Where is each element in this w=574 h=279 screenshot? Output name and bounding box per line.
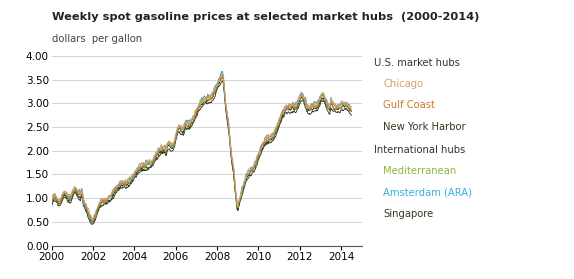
Text: Weekly spot gasoline prices at selected market hubs  (2000-2014): Weekly spot gasoline prices at selected … xyxy=(52,12,479,22)
Text: International hubs: International hubs xyxy=(374,145,466,155)
Text: Singapore: Singapore xyxy=(383,210,433,220)
Text: Chicago: Chicago xyxy=(383,79,424,88)
Text: U.S. market hubs: U.S. market hubs xyxy=(374,58,460,68)
Text: Amsterdam (ARA): Amsterdam (ARA) xyxy=(383,188,472,198)
Text: Gulf Coast: Gulf Coast xyxy=(383,100,435,110)
Text: dollars  per gallon: dollars per gallon xyxy=(52,34,142,44)
Text: Mediterranean: Mediterranean xyxy=(383,166,456,176)
Text: New York Harbor: New York Harbor xyxy=(383,122,466,132)
